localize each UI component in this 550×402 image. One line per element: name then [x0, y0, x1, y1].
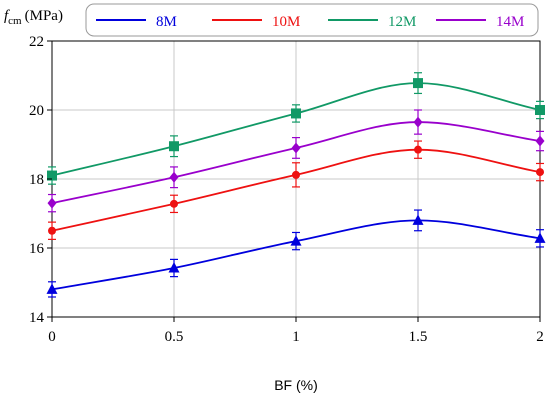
data-point-10m: [292, 170, 300, 179]
data-point-8m: [412, 214, 424, 225]
x-tick-label: 1.5: [409, 329, 428, 345]
y-axis-title-unit: (MPa): [25, 8, 63, 24]
data-point-12m: [291, 108, 301, 119]
series-8m: [46, 209, 546, 298]
y-tick-label: 22: [29, 34, 44, 50]
data-point-12m: [169, 141, 179, 152]
data-point-10m: [170, 199, 178, 208]
data-point-8m: [290, 235, 302, 246]
series-10m: [48, 140, 544, 240]
legend-box: [85, 3, 539, 37]
data-point-10m: [48, 226, 56, 235]
data-point-14m: [413, 116, 423, 128]
legend-label-8m: 8M: [156, 14, 177, 30]
y-tick-label: 14: [29, 310, 45, 326]
legend: 8M 10M 12M 14M: [85, 3, 539, 37]
data-point-10m: [414, 145, 422, 154]
y-axis-title: fcm (MPa): [4, 8, 63, 27]
y-axis-title-main: f: [4, 8, 10, 24]
y-tick-label: 18: [29, 172, 44, 188]
legend-label-14m: 14M: [496, 14, 524, 30]
x-tick-label: 0.5: [165, 329, 184, 345]
data-point-12m: [413, 78, 423, 89]
ticks-layer: 0 0.5 1 1.5 2 14 16 18 20 22: [29, 34, 544, 345]
x-tick-label: 1: [292, 329, 300, 345]
data-point-12m: [47, 170, 57, 181]
legend-item-14m: 14M: [436, 14, 524, 30]
series-12m: [47, 72, 545, 185]
legend-label-10m: 10M: [272, 14, 300, 30]
data-point-10m: [536, 168, 544, 177]
data-point-14m: [535, 135, 545, 147]
data-point-14m: [47, 197, 57, 209]
series-14m: [47, 109, 545, 213]
data-point-8m: [534, 232, 546, 243]
legend-item-12m: 12M: [328, 14, 416, 30]
legend-items: 8M 10M 12M 14M: [96, 14, 524, 30]
data-point-8m: [168, 262, 180, 273]
x-tick-label: 0: [48, 329, 56, 345]
data-point-14m: [169, 171, 179, 183]
legend-item-8m: 8M: [96, 14, 177, 30]
legend-label-12m: 12M: [388, 14, 416, 30]
data-point-8m: [46, 283, 58, 294]
x-axis-title: BF (%): [274, 377, 318, 393]
y-tick-label: 16: [29, 241, 45, 257]
y-tick-label: 20: [29, 103, 44, 119]
y-axis-title-sub: cm: [8, 15, 22, 27]
series-layer: [46, 72, 546, 298]
data-point-12m: [535, 105, 545, 115]
x-tick-label: 2: [536, 329, 544, 345]
data-point-14m: [291, 142, 301, 154]
legend-item-10m: 10M: [212, 14, 300, 30]
